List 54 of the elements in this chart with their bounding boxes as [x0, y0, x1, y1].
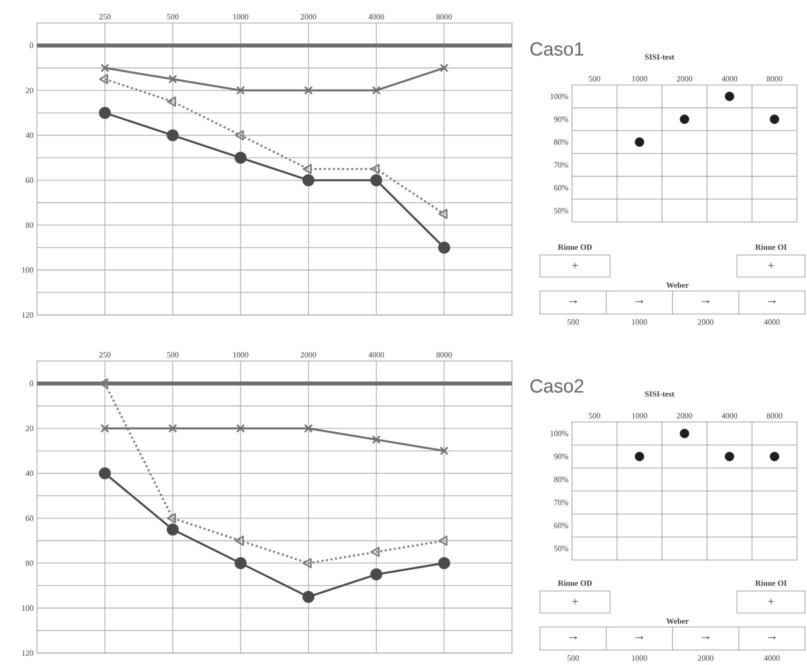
text: +	[768, 262, 774, 268]
point	[438, 242, 450, 254]
point	[440, 64, 448, 72]
point	[372, 86, 381, 95]
point	[166, 513, 176, 524]
point	[100, 64, 110, 72]
point	[168, 74, 178, 84]
point	[370, 164, 380, 174]
point	[440, 446, 448, 456]
text: →	[768, 300, 776, 304]
point	[438, 208, 448, 220]
point	[236, 86, 245, 95]
point	[304, 86, 313, 95]
text: +	[572, 262, 578, 268]
point	[680, 114, 690, 124]
text: →	[702, 300, 710, 304]
point	[234, 536, 244, 546]
point	[370, 568, 382, 580]
point	[770, 114, 780, 124]
point	[302, 590, 314, 603]
text: →	[636, 300, 644, 304]
point	[302, 558, 312, 568]
point	[634, 137, 644, 147]
text: →	[569, 300, 577, 304]
text: +	[572, 598, 578, 604]
point	[234, 130, 244, 140]
point	[372, 435, 381, 444]
text: →	[768, 636, 776, 640]
point	[438, 536, 448, 546]
point	[100, 424, 110, 433]
point	[724, 92, 734, 102]
text: →	[636, 636, 644, 640]
point	[99, 74, 108, 84]
chart-title: Caso2	[530, 379, 584, 393]
point	[98, 467, 111, 480]
point	[438, 557, 450, 570]
text: →	[569, 636, 577, 640]
chart-title: Caso1	[530, 42, 584, 56]
point	[234, 557, 247, 570]
point	[236, 424, 245, 433]
point	[99, 378, 108, 389]
point	[166, 523, 179, 536]
text: →	[702, 636, 710, 640]
point	[168, 424, 178, 433]
point	[166, 96, 176, 107]
text: +	[768, 598, 774, 604]
point	[304, 424, 313, 433]
point	[234, 152, 247, 164]
point	[370, 174, 382, 186]
point	[166, 129, 179, 142]
point	[302, 164, 312, 174]
point	[370, 546, 380, 558]
point	[302, 174, 314, 186]
point	[98, 106, 111, 119]
